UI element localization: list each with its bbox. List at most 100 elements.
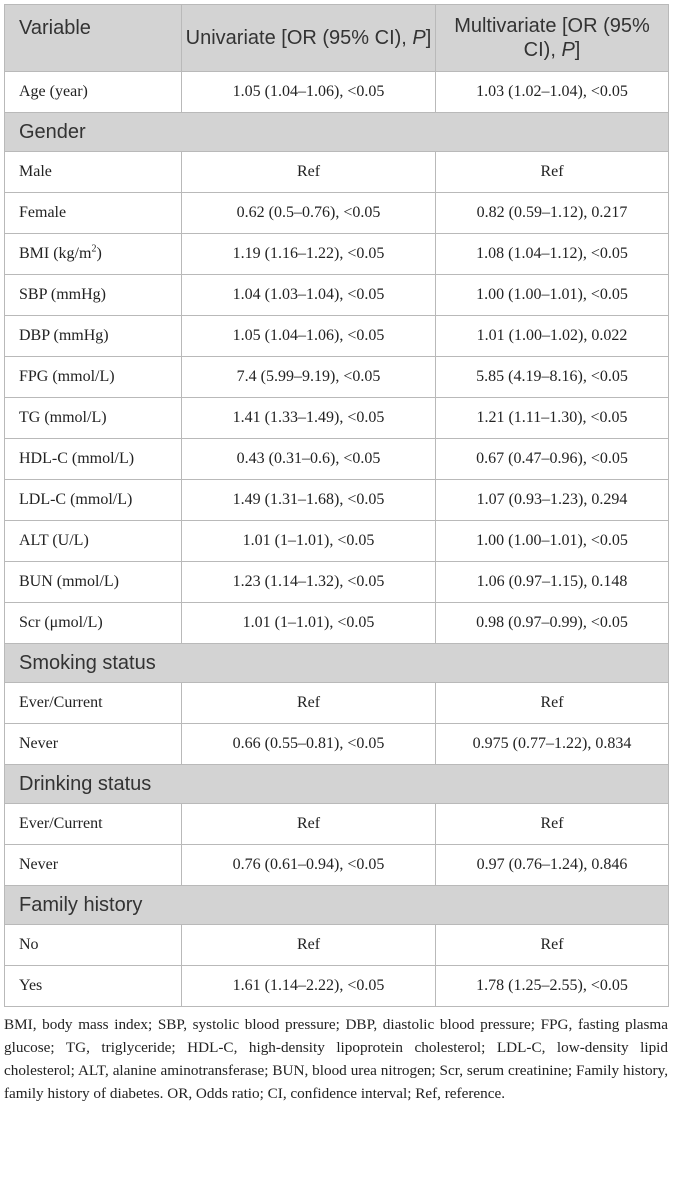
- header-multivariate-p: P: [561, 39, 575, 61]
- row-variable-text: Female: [19, 204, 67, 221]
- multivariate-value: 0.67 (0.47–0.96), <0.05: [435, 438, 669, 480]
- univariate-value: 0.66 (0.55–0.81), <0.05: [181, 723, 436, 765]
- multivariate-value: 1.03 (1.02–1.04), <0.05: [435, 71, 669, 113]
- table-row: Yes 1.61 (1.14–2.22), <0.05 1.78 (1.25–2.5…: [4, 965, 669, 1007]
- table-row: DBP (mmHg) 1.05 (1.04–1.06), <0.05 1.01 (1…: [4, 315, 669, 357]
- row-variable: BMI (kg/m2): [4, 233, 182, 275]
- header-univariate-text: Univariate [OR (95% CI),: [185, 27, 413, 49]
- multivariate-value: 0.97 (0.76–1.24), 0.846: [435, 844, 669, 886]
- table-row: Never 0.76 (0.61–0.94), <0.05 0.97 (0.76–1…: [4, 844, 669, 886]
- row-variable-text: Male: [19, 163, 52, 180]
- table-container: Variable Univariate [OR (95% CI), P] Mul…: [4, 4, 669, 1105]
- table-row: Ever/Current Ref Ref: [4, 803, 669, 845]
- row-variable-text: Age (year): [19, 83, 88, 100]
- univariate-value: 1.19 (1.16–1.22), <0.05: [181, 233, 436, 275]
- table-row: FPG (mmol/L) 7.4 (5.99–9.19), <0.05 5.85 (…: [4, 356, 669, 398]
- odds-ratio-table: Variable Univariate [OR (95% CI), P] Mul…: [4, 4, 669, 1007]
- multivariate-value: 5.85 (4.19–8.16), <0.05: [435, 356, 669, 398]
- row-variable-text: No: [19, 936, 39, 953]
- row-variable-text: FPG (mmol/L): [19, 368, 115, 385]
- multivariate-value: 1.01 (1.00–1.02), 0.022: [435, 315, 669, 357]
- row-variable-text: Ever/Current: [19, 694, 103, 711]
- table-row: SBP (mmHg) 1.04 (1.03–1.04), <0.05 1.00 (1…: [4, 274, 669, 316]
- multivariate-value: Ref: [435, 924, 669, 966]
- row-variable-text: BMI (kg/m: [19, 245, 92, 262]
- row-variable: Ever/Current: [4, 682, 182, 724]
- table-row: HDL-C (mmol/L) 0.43 (0.31–0.6), <0.05 0.67…: [4, 438, 669, 480]
- row-variable: ALT (U/L): [4, 520, 182, 562]
- section-row: Family history: [4, 885, 669, 925]
- section-label: Smoking status: [4, 643, 669, 683]
- multivariate-value: 1.21 (1.11–1.30), <0.05: [435, 397, 669, 439]
- univariate-value: 0.43 (0.31–0.6), <0.05: [181, 438, 436, 480]
- row-variable: No: [4, 924, 182, 966]
- univariate-value: Ref: [181, 151, 436, 193]
- row-variable-text: SBP (mmHg): [19, 286, 106, 303]
- row-variable-text: BUN (mmol/L): [19, 573, 119, 590]
- multivariate-value: 1.00 (1.00–1.01), <0.05: [435, 520, 669, 562]
- table-row: LDL-C (mmol/L) 1.49 (1.31–1.68), <0.05 1.0…: [4, 479, 669, 521]
- section-row: Smoking status: [4, 643, 669, 683]
- univariate-value: 1.04 (1.03–1.04), <0.05: [181, 274, 436, 316]
- multivariate-value: Ref: [435, 151, 669, 193]
- univariate-value: 1.61 (1.14–2.22), <0.05: [181, 965, 436, 1007]
- row-variable-text: DBP (mmHg): [19, 327, 109, 344]
- header-multivariate: Multivariate [OR (95% CI), P]: [435, 4, 669, 72]
- multivariate-value: 1.07 (0.93–1.23), 0.294: [435, 479, 669, 521]
- multivariate-value: 0.98 (0.97–0.99), <0.05: [435, 602, 669, 644]
- header-univariate-close: ]: [425, 27, 432, 49]
- univariate-value: 1.05 (1.04–1.06), <0.05: [181, 315, 436, 357]
- row-variable: HDL-C (mmol/L): [4, 438, 182, 480]
- univariate-value: 1.49 (1.31–1.68), <0.05: [181, 479, 436, 521]
- univariate-value: 1.23 (1.14–1.32), <0.05: [181, 561, 436, 603]
- row-variable-text: HDL-C (mmol/L): [19, 450, 135, 467]
- row-variable-text: TG (mmol/L): [19, 409, 107, 426]
- univariate-value: 0.76 (0.61–0.94), <0.05: [181, 844, 436, 886]
- univariate-value: 7.4 (5.99–9.19), <0.05: [181, 356, 436, 398]
- table-row: Never 0.66 (0.55–0.81), <0.05 0.975 (0.77–…: [4, 723, 669, 765]
- section-label: Family history: [4, 885, 669, 925]
- row-variable: FPG (mmol/L): [4, 356, 182, 398]
- section-label: Gender: [4, 112, 669, 152]
- row-variable-superscript: 2: [91, 243, 97, 255]
- row-variable-text: ALT (U/L): [19, 532, 89, 549]
- row-variable: Ever/Current: [4, 803, 182, 845]
- row-variable: Age (year): [4, 71, 182, 113]
- table-row: Scr (μmol/L) 1.01 (1–1.01), <0.05 0.98 (0.…: [4, 602, 669, 644]
- section-row: Drinking status: [4, 764, 669, 804]
- header-variable: Variable: [4, 4, 182, 72]
- header-multivariate-close: ]: [574, 39, 581, 61]
- table-row: BMI (kg/m2) 1.19 (1.16–1.22), <0.05 1.08 (…: [4, 233, 669, 275]
- section-row: Gender: [4, 112, 669, 152]
- section-label: Drinking status: [4, 764, 669, 804]
- multivariate-value: Ref: [435, 803, 669, 845]
- row-variable-text: Scr (μmol/L): [19, 614, 103, 631]
- univariate-value: 1.41 (1.33–1.49), <0.05: [181, 397, 436, 439]
- univariate-value: Ref: [181, 803, 436, 845]
- univariate-value: Ref: [181, 924, 436, 966]
- univariate-value: 1.05 (1.04–1.06), <0.05: [181, 71, 436, 113]
- table-row: ALT (U/L) 1.01 (1–1.01), <0.05 1.00 (1.00–…: [4, 520, 669, 562]
- multivariate-value: 0.975 (0.77–1.22), 0.834: [435, 723, 669, 765]
- univariate-value: 1.01 (1–1.01), <0.05: [181, 520, 436, 562]
- row-variable: TG (mmol/L): [4, 397, 182, 439]
- row-variable-end: ): [96, 245, 102, 262]
- row-variable-text: Never: [19, 735, 59, 752]
- table-row: TG (mmol/L) 1.41 (1.33–1.49), <0.05 1.21 (…: [4, 397, 669, 439]
- row-variable: Never: [4, 723, 182, 765]
- multivariate-value: 0.82 (0.59–1.12), 0.217: [435, 192, 669, 234]
- table-row: Ever/Current Ref Ref: [4, 682, 669, 724]
- table-body: Age (year) 1.05 (1.04–1.06), <0.05 1.03 (1…: [4, 71, 669, 1007]
- table-row: No Ref Ref: [4, 924, 669, 966]
- multivariate-value: 1.78 (1.25–2.55), <0.05: [435, 965, 669, 1007]
- multivariate-value: 1.08 (1.04–1.12), <0.05: [435, 233, 669, 275]
- table-row: Age (year) 1.05 (1.04–1.06), <0.05 1.03 (1…: [4, 71, 669, 113]
- row-variable: Yes: [4, 965, 182, 1007]
- row-variable-text: Yes: [19, 977, 43, 994]
- multivariate-value: Ref: [435, 682, 669, 724]
- row-variable: Never: [4, 844, 182, 886]
- header-univariate-p: P: [412, 27, 426, 49]
- row-variable: BUN (mmol/L): [4, 561, 182, 603]
- table-footnote: BMI, body mass index; SBP, systolic bloo…: [4, 1016, 668, 1102]
- row-variable: SBP (mmHg): [4, 274, 182, 316]
